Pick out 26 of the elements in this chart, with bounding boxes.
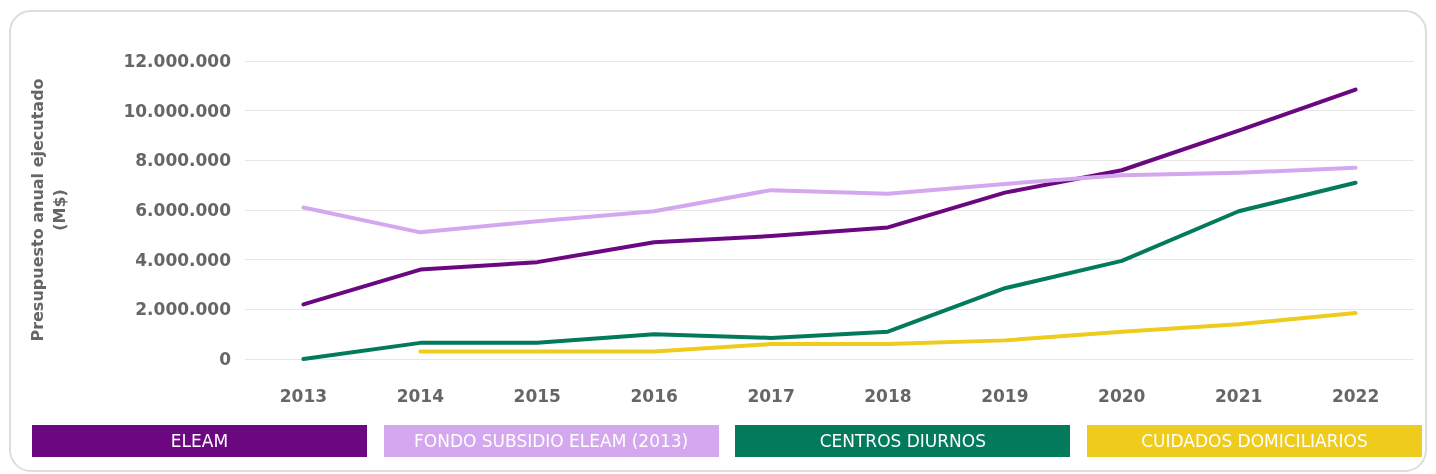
y-tick-label: 8.000.000 (135, 150, 232, 171)
y-tick-label: 10.000.000 (123, 100, 232, 121)
x-tick-label: 2013 (279, 385, 328, 406)
x-tick-label: 2015 (513, 385, 561, 406)
text: CENTROS DIURNOS (735, 425, 1071, 457)
x-tick-label: 2014 (396, 385, 445, 406)
x-tick-label: 2016 (630, 385, 678, 406)
x-tick-label: 2020 (1098, 385, 1146, 406)
x-tick-label: 2022 (1331, 385, 1380, 406)
y-tick-label: 6.000.000 (135, 200, 232, 220)
text: FONDO SUBSIDIO ELEAM (2013) (383, 425, 719, 457)
x-tick-label: 2021 (1214, 385, 1263, 406)
line-series (301, 180, 1358, 361)
line-series (418, 311, 1358, 354)
line-series (301, 87, 1358, 307)
y-tick-label: 0 (219, 349, 232, 369)
x-tick-label: 2019 (981, 385, 1029, 406)
y-tick-label: 2.000.000 (135, 299, 232, 320)
line-series (301, 165, 1358, 235)
text: CUIDADOS DOMICILIARIOS (1086, 425, 1422, 457)
x-tick-label: 2018 (864, 385, 912, 406)
y-tick-label: 12.000.000 (123, 51, 232, 71)
text: ELEAM (32, 425, 367, 457)
x-tick-label: 2017 (747, 385, 795, 406)
y-axis-title: Presupuesto anual ejecutado (M$) (27, 78, 69, 342)
y-tick-label: 4.000.000 (135, 249, 232, 270)
